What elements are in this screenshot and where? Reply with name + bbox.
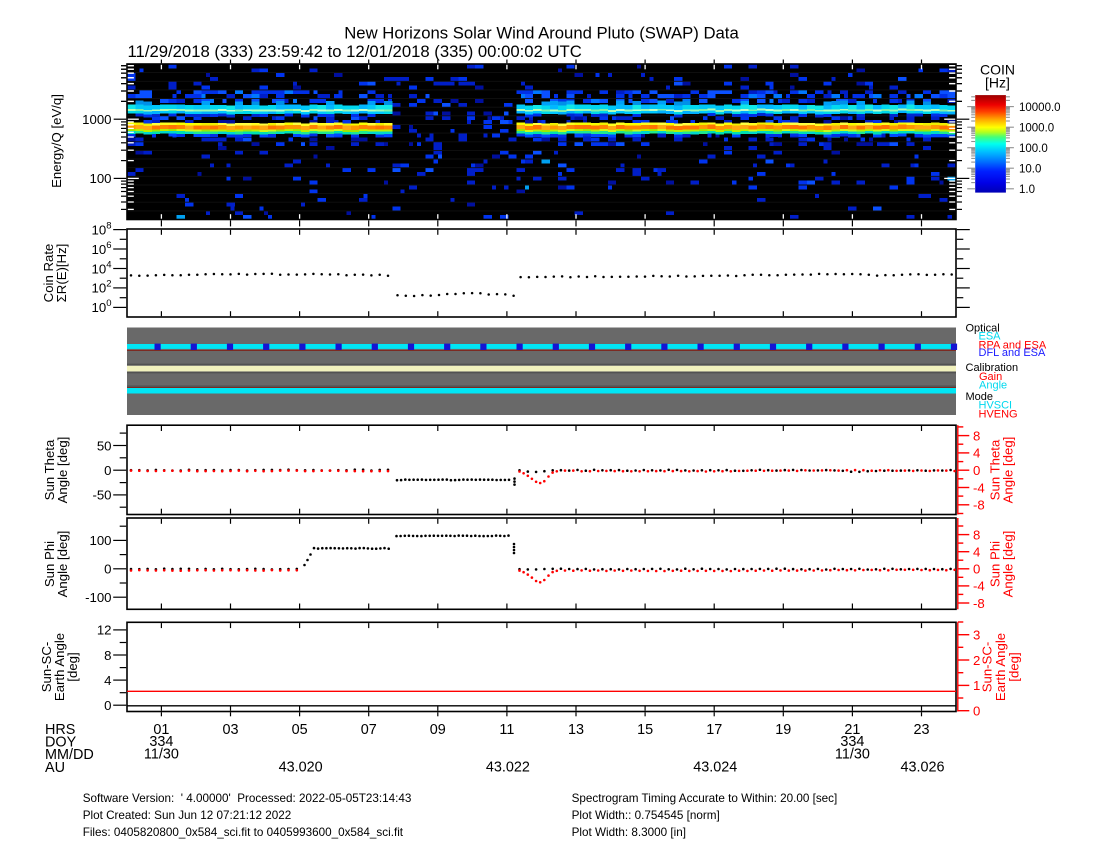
svg-text:100.0: 100.0 [1019,143,1048,155]
svg-text:23: 23 [913,722,929,738]
svg-text:43.020: 43.020 [279,760,323,776]
svg-text:0: 0 [104,698,111,713]
svg-text:13: 13 [568,722,584,738]
svg-text:-8: -8 [973,498,985,513]
svg-text:Sun Theta: Sun Theta [42,439,57,500]
svg-text:11/30: 11/30 [835,747,870,763]
svg-text:0: 0 [104,562,111,577]
svg-text:Sun Theta: Sun Theta [988,439,1003,500]
svg-text:[deg]: [deg] [1007,652,1022,681]
svg-text:Coin Rate: Coin Rate [41,244,56,303]
svg-text:Sun Phi: Sun Phi [42,541,57,587]
svg-text:Angle [deg]: Angle [deg] [1001,531,1016,598]
svg-text:ΣR(E)[Hz]: ΣR(E)[Hz] [54,244,69,303]
svg-text:ESA: ESA [979,331,1002,343]
svg-text:COIN: COIN [980,62,1015,78]
svg-text:Gain: Gain [979,371,1002,383]
svg-text:RPA and ESA: RPA and ESA [979,340,1047,352]
svg-text:DFL and ESA: DFL and ESA [979,347,1047,359]
svg-text:HRS: HRS [45,722,75,738]
svg-text:Software Version: ' 4.00000': Software Version: ' 4.00000' Processed: … [83,792,412,805]
svg-text:8: 8 [973,527,980,542]
svg-text:Plot Width: 8.3000 [in]: Plot Width: 8.3000 [in] [572,826,686,839]
svg-text:10000.0: 10000.0 [1019,102,1061,114]
svg-text:Files: 0405820800_0x584_sci.fi: Files: 0405820800_0x584_sci.fit to 04059… [83,826,404,839]
svg-text:-4: -4 [973,480,985,495]
svg-text:334: 334 [840,734,864,750]
svg-text:-50: -50 [92,488,111,503]
svg-text:0: 0 [973,562,980,577]
svg-text:11: 11 [499,722,514,738]
svg-text:43.022: 43.022 [486,760,530,776]
svg-text:Sun Phi: Sun Phi [988,541,1003,587]
svg-text:17: 17 [706,722,722,738]
svg-text:AU: AU [45,760,65,776]
svg-text:1000.0: 1000.0 [1019,122,1054,134]
svg-text:100: 100 [89,533,111,548]
svg-text:3: 3 [973,628,980,643]
svg-text:05: 05 [292,722,308,738]
svg-text:Earth Angle: Earth Angle [52,633,67,701]
svg-text:8: 8 [104,648,111,663]
svg-text:43.026: 43.026 [900,760,944,776]
svg-text:HVENG: HVENG [979,409,1018,421]
svg-text:15: 15 [637,722,653,738]
svg-text:11/30: 11/30 [144,747,179,763]
svg-text:12: 12 [97,623,112,638]
svg-text:-8: -8 [973,596,985,611]
svg-text:New Horizons Solar Wind Around: New Horizons Solar Wind Around Pluto (SW… [344,24,739,43]
svg-text:43.024: 43.024 [693,760,737,776]
svg-text:03: 03 [222,722,238,738]
svg-text:Mode: Mode [966,391,994,403]
svg-text:1: 1 [973,678,980,693]
svg-text:Angle [deg]: Angle [deg] [55,437,70,504]
svg-text:21: 21 [844,722,860,738]
svg-text:Spectrogram Timing Accurate to: Spectrogram Timing Accurate to Within: 2… [572,792,838,805]
svg-text:01: 01 [153,722,169,738]
svg-text:Sun-SC-: Sun-SC- [39,642,54,693]
svg-text:Energy/Q [eV/q]: Energy/Q [eV/q] [49,94,64,188]
svg-text:11/29/2018 (333) 23:59:42 to 1: 11/29/2018 (333) 23:59:42 to 12/01/2018 … [128,42,582,61]
svg-text:[Hz]: [Hz] [985,74,1010,90]
svg-text:0: 0 [973,704,980,719]
svg-text:10.0: 10.0 [1019,163,1041,175]
svg-text:334: 334 [149,734,173,750]
svg-text:1000: 1000 [82,112,111,127]
svg-text:Earth Angle: Earth Angle [993,633,1008,701]
svg-text:Calibration: Calibration [966,362,1019,374]
svg-text:4: 4 [973,545,980,560]
svg-text:[deg]: [deg] [65,652,80,681]
svg-text:Optical: Optical [966,323,1000,335]
svg-text:Angle [deg]: Angle [deg] [1001,437,1016,504]
svg-text:DOY: DOY [45,735,77,751]
svg-text:09: 09 [430,722,446,738]
svg-text:-4: -4 [973,579,985,594]
svg-text:50: 50 [97,438,112,453]
svg-text:Angle [deg]: Angle [deg] [55,531,70,598]
svg-text:-100: -100 [85,590,111,605]
svg-text:HVSCI: HVSCI [979,400,1013,412]
svg-text:0: 0 [973,463,980,478]
svg-text:Plot Width:: 0.754545 [norm]: Plot Width:: 0.754545 [norm] [572,809,720,822]
svg-text:4: 4 [104,673,111,688]
svg-text:Angle: Angle [979,379,1007,391]
svg-text:19: 19 [775,722,791,738]
svg-text:Plot Created: Sun Jun 12 07:21: Plot Created: Sun Jun 12 07:21:12 2022 [83,809,292,822]
svg-text:4: 4 [973,446,980,461]
svg-text:0: 0 [104,463,111,478]
svg-text:100: 100 [89,171,111,186]
svg-text:Sun-SC-: Sun-SC- [980,642,995,693]
svg-text:1.0: 1.0 [1019,184,1035,196]
svg-text:2: 2 [973,653,980,668]
svg-text:07: 07 [361,722,377,738]
svg-text:8: 8 [973,428,980,443]
svg-text:MM/DD: MM/DD [45,747,94,763]
